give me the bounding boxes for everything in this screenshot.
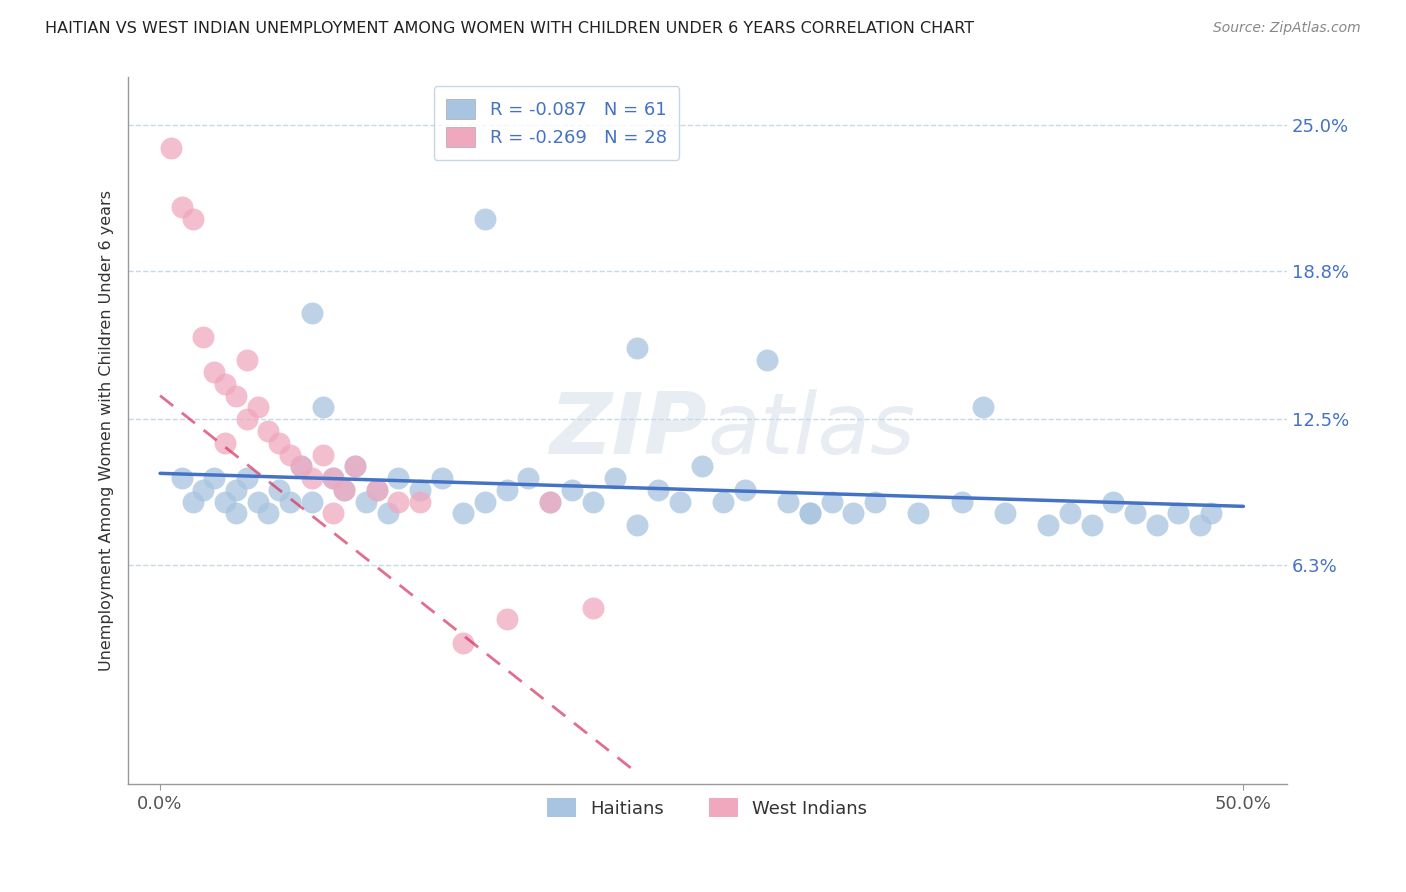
- Point: [409, 494, 432, 508]
- Point: [344, 459, 367, 474]
- Point: [235, 471, 257, 485]
- Point: [214, 376, 236, 391]
- Point: [322, 507, 344, 521]
- Point: [278, 494, 301, 508]
- Point: [193, 483, 215, 497]
- Point: [202, 471, 225, 485]
- Point: [690, 459, 713, 474]
- Point: [603, 471, 626, 485]
- Point: [1123, 507, 1146, 521]
- Point: [160, 141, 183, 155]
- Point: [301, 471, 323, 485]
- Text: atlas: atlas: [707, 390, 915, 473]
- Point: [170, 200, 193, 214]
- Point: [1146, 518, 1168, 533]
- Point: [538, 494, 561, 508]
- Point: [301, 494, 323, 508]
- Point: [626, 518, 648, 533]
- Point: [269, 435, 291, 450]
- Point: [453, 636, 475, 650]
- Point: [799, 507, 821, 521]
- Point: [225, 388, 247, 402]
- Point: [430, 471, 453, 485]
- Point: [561, 483, 583, 497]
- Point: [950, 494, 973, 508]
- Point: [333, 483, 356, 497]
- Point: [626, 342, 648, 356]
- Point: [170, 471, 193, 485]
- Point: [972, 401, 994, 415]
- Point: [257, 507, 280, 521]
- Point: [734, 483, 756, 497]
- Point: [235, 412, 257, 426]
- Point: [257, 424, 280, 438]
- Point: [1189, 518, 1212, 533]
- Point: [799, 507, 821, 521]
- Point: [1059, 507, 1081, 521]
- Point: [994, 507, 1017, 521]
- Point: [711, 494, 734, 508]
- Text: HAITIAN VS WEST INDIAN UNEMPLOYMENT AMONG WOMEN WITH CHILDREN UNDER 6 YEARS CORR: HAITIAN VS WEST INDIAN UNEMPLOYMENT AMON…: [45, 21, 974, 36]
- Point: [842, 507, 865, 521]
- Text: ZIP: ZIP: [550, 390, 707, 473]
- Legend: Haitians, West Indians: Haitians, West Indians: [540, 790, 875, 825]
- Point: [366, 483, 388, 497]
- Point: [225, 507, 247, 521]
- Point: [1080, 518, 1102, 533]
- Point: [647, 483, 669, 497]
- Point: [1102, 494, 1125, 508]
- Point: [344, 459, 367, 474]
- Point: [225, 483, 247, 497]
- Point: [354, 494, 377, 508]
- Point: [474, 211, 496, 226]
- Point: [278, 448, 301, 462]
- Point: [1038, 518, 1060, 533]
- Point: [322, 471, 344, 485]
- Y-axis label: Unemployment Among Women with Children Under 6 years: Unemployment Among Women with Children U…: [100, 190, 114, 672]
- Point: [453, 507, 475, 521]
- Point: [333, 483, 356, 497]
- Point: [538, 494, 561, 508]
- Point: [181, 494, 204, 508]
- Point: [409, 483, 432, 497]
- Text: Source: ZipAtlas.com: Source: ZipAtlas.com: [1213, 21, 1361, 35]
- Point: [202, 365, 225, 379]
- Point: [863, 494, 886, 508]
- Point: [366, 483, 388, 497]
- Point: [387, 471, 409, 485]
- Point: [181, 211, 204, 226]
- Point: [907, 507, 929, 521]
- Point: [246, 494, 269, 508]
- Point: [290, 459, 312, 474]
- Point: [311, 448, 333, 462]
- Point: [474, 494, 496, 508]
- Point: [377, 507, 399, 521]
- Point: [1167, 507, 1189, 521]
- Point: [582, 600, 605, 615]
- Point: [269, 483, 291, 497]
- Point: [1199, 507, 1222, 521]
- Point: [821, 494, 844, 508]
- Point: [235, 353, 257, 368]
- Point: [495, 483, 517, 497]
- Point: [387, 494, 409, 508]
- Point: [778, 494, 800, 508]
- Point: [246, 401, 269, 415]
- Point: [517, 471, 540, 485]
- Point: [311, 401, 333, 415]
- Point: [193, 329, 215, 343]
- Point: [669, 494, 692, 508]
- Point: [214, 494, 236, 508]
- Point: [755, 353, 778, 368]
- Point: [214, 435, 236, 450]
- Point: [582, 494, 605, 508]
- Point: [301, 306, 323, 320]
- Point: [495, 612, 517, 626]
- Point: [322, 471, 344, 485]
- Point: [290, 459, 312, 474]
